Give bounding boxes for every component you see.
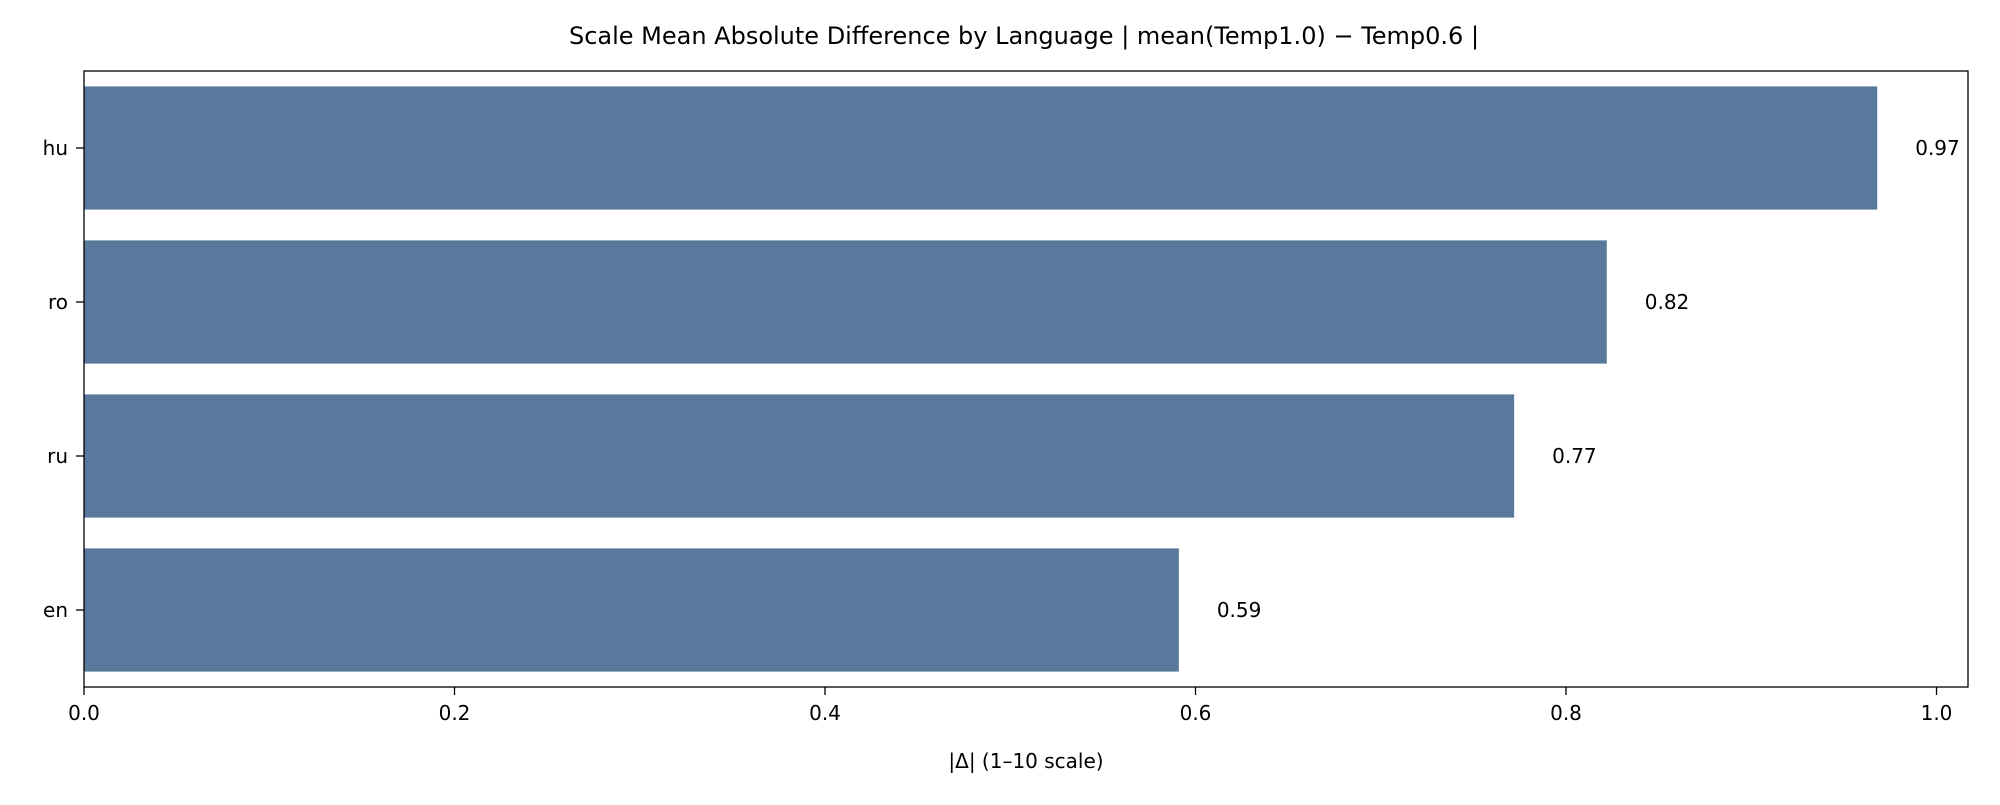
y-axis: hu ro ru en	[43, 136, 84, 622]
x-tick-label-1: 0.2	[439, 701, 471, 725]
x-tick-label-4: 0.8	[1550, 701, 1582, 725]
value-labels-group: 0.97 0.82 0.77 0.59	[1217, 136, 1960, 622]
value-label-hu: 0.97	[1915, 136, 1960, 160]
y-tick-label-ru: ru	[47, 444, 68, 468]
x-axis: 0.0 0.2 0.4 0.6 0.8 1.0	[68, 687, 1952, 725]
y-tick-label-ro: ro	[48, 290, 68, 314]
value-label-ro: 0.82	[1645, 290, 1690, 314]
y-tick-label-en: en	[43, 598, 68, 622]
x-tick-label-3: 0.6	[1180, 701, 1212, 725]
x-axis-label: |Δ| (1–10 scale)	[948, 749, 1103, 773]
bar-hu	[84, 86, 1878, 210]
y-tick-label-hu: hu	[43, 136, 68, 160]
bars-group	[84, 86, 1878, 672]
value-label-en: 0.59	[1217, 598, 1262, 622]
x-tick-label-0: 0.0	[68, 701, 100, 725]
x-tick-label-5: 1.0	[1921, 701, 1953, 725]
chart-title: Scale Mean Absolute Difference by Langua…	[569, 22, 1479, 50]
x-tick-label-2: 0.4	[809, 701, 841, 725]
value-label-ru: 0.77	[1552, 444, 1597, 468]
bar-ro	[84, 240, 1607, 364]
plot-area-frame	[83, 70, 1969, 688]
bar-ru	[84, 394, 1515, 518]
bar-en	[84, 548, 1179, 672]
